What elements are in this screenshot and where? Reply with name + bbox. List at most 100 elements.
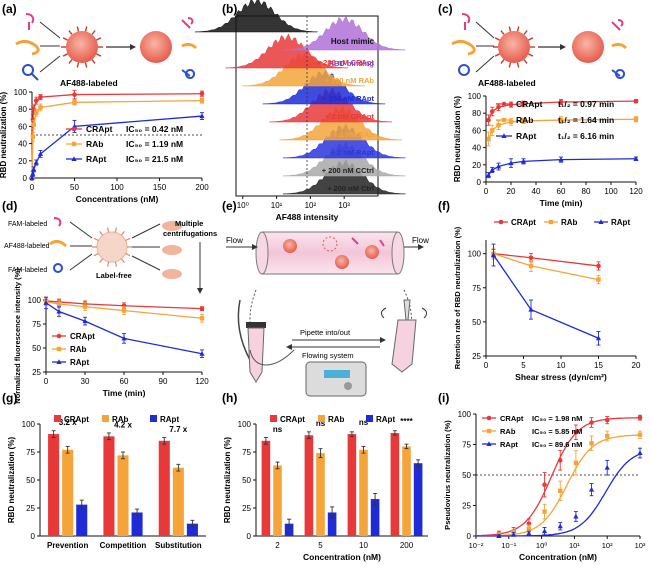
data-point: [526, 526, 532, 531]
histogram-peak: [194, 0, 318, 33]
data-point: [496, 533, 502, 538]
y-tick-label: 60: [18, 122, 27, 131]
data-point: [604, 464, 610, 470]
bar-RApt: [413, 463, 423, 536]
x-tick-label: 10²: [305, 201, 317, 210]
legend-half: t₁/₂ = 0.97 min: [558, 99, 614, 109]
data-point: [496, 123, 501, 128]
data-point: [542, 482, 547, 488]
x-tick-label: 10³: [338, 201, 350, 210]
data-point: [521, 118, 526, 124]
data-point: [573, 460, 579, 465]
panel-e-letter: (e): [222, 199, 237, 213]
data-point: [541, 528, 548, 534]
chart-c: 0 20 40 60 80 100 0 20 40 60 80 100 120 Time (min) RBD…: [453, 92, 643, 208]
peak-label: + 200 nM CCtrl: [322, 166, 374, 175]
x-tick-label: 20: [507, 187, 516, 196]
bar-CRApt: [103, 436, 115, 536]
spike: [106, 227, 110, 233]
arrow-icon: [39, 21, 61, 39]
x-tick-label: 0: [44, 377, 49, 386]
x-tick-label: 60: [120, 377, 129, 386]
y-tick-label: 100: [14, 88, 28, 97]
series-line-CRApt: [31, 93, 203, 179]
x-tick-label: 100: [110, 183, 124, 192]
annotation: 7.7 x: [169, 425, 187, 434]
pipette-label: Pipette into/out: [300, 328, 351, 337]
spike: [91, 30, 96, 35]
spike: [96, 37, 102, 41]
legend-label: RAb: [86, 139, 103, 149]
peak-label: + 200 nM RApt: [322, 94, 374, 103]
category-label: Competition: [100, 541, 147, 550]
x-axis-label: Time (min): [540, 198, 583, 208]
bar-RApt: [76, 504, 88, 536]
data-point: [33, 159, 39, 165]
spike: [68, 59, 73, 64]
data-point: [528, 306, 534, 312]
data-point: [56, 359, 62, 364]
y-axis-label: RBD neutralization (%): [7, 437, 16, 524]
data-point: [508, 160, 514, 166]
data-point: [121, 335, 127, 341]
category-label: 5: [318, 541, 323, 550]
spike: [114, 261, 118, 267]
legend-label: RAb: [70, 345, 87, 354]
data-point: [38, 105, 43, 110]
x-tick-label: 10⁰: [237, 201, 249, 210]
series-line-RApt: [492, 254, 599, 339]
spike: [106, 261, 110, 267]
data-point: [72, 100, 77, 105]
spike: [99, 230, 104, 236]
data-point: [589, 441, 594, 446]
data-point: [637, 415, 643, 420]
data-point: [56, 308, 62, 314]
data-point: [633, 98, 639, 104]
y-axis-label: RBD neutralization (%): [223, 437, 232, 524]
af488-label-mid: AF488-labeled: [4, 243, 50, 250]
antibody-icon: [49, 239, 68, 248]
y-tick-label: 75: [242, 448, 251, 457]
y-tick-label: 0: [467, 532, 472, 541]
spike: [93, 237, 99, 242]
spike: [62, 53, 68, 57]
data-point: [199, 306, 205, 311]
data-point: [596, 277, 601, 282]
data-point: [604, 417, 610, 423]
x-tick-label: 5: [521, 361, 526, 370]
panel-f-letter: (f): [438, 199, 450, 213]
data-point: [30, 170, 36, 176]
data-point: [199, 113, 205, 119]
peak-label: + 200 nM RAb: [325, 76, 375, 85]
peak-label: + 200 nM Ctrl: [327, 184, 374, 193]
aptamer-icon: [25, 13, 35, 30]
data-point: [637, 450, 643, 456]
data-point: [498, 219, 504, 225]
label-free-text: Label-free: [96, 271, 132, 280]
y-tick-label: 60: [472, 126, 481, 135]
data-point: [199, 350, 205, 356]
legend-label: RAb: [500, 427, 516, 436]
histogram-peak: [225, 33, 349, 69]
legend-half: t₁/₂ = 6.16 min: [558, 131, 614, 141]
legend-label: RApt: [376, 415, 395, 424]
y-tick-label: 50: [462, 471, 471, 480]
data-point: [486, 117, 491, 123]
x-tick-label: 0: [484, 187, 489, 196]
nanoparticle-icon: [96, 231, 128, 263]
aptamer-icon: [458, 64, 470, 76]
y-axis-label: RBD neutralization (%): [0, 92, 8, 179]
aptamer-icon: [181, 17, 194, 29]
chart-d: 25 50 75 100 0 30 60 90 120 Time (min) Normalized …: [13, 268, 209, 404]
x-tick-label: 80: [582, 187, 591, 196]
chart-a: 0 20 40 60 80 100 0 50 100 150 200 Concentrations (…: [0, 88, 209, 204]
data-point: [598, 219, 604, 224]
data-point: [486, 428, 492, 434]
tube-icon: [247, 327, 265, 383]
fit-curve-RApt: [476, 453, 641, 537]
bar-RApt: [370, 499, 380, 536]
y-tick-label: 0: [31, 532, 36, 541]
y-axis-label: Retention rate of RBD neutralization (%): [453, 226, 462, 369]
legend-half: t₁/₂ = 1.64 min: [558, 115, 614, 125]
panel-d-letter: (d): [2, 199, 17, 213]
